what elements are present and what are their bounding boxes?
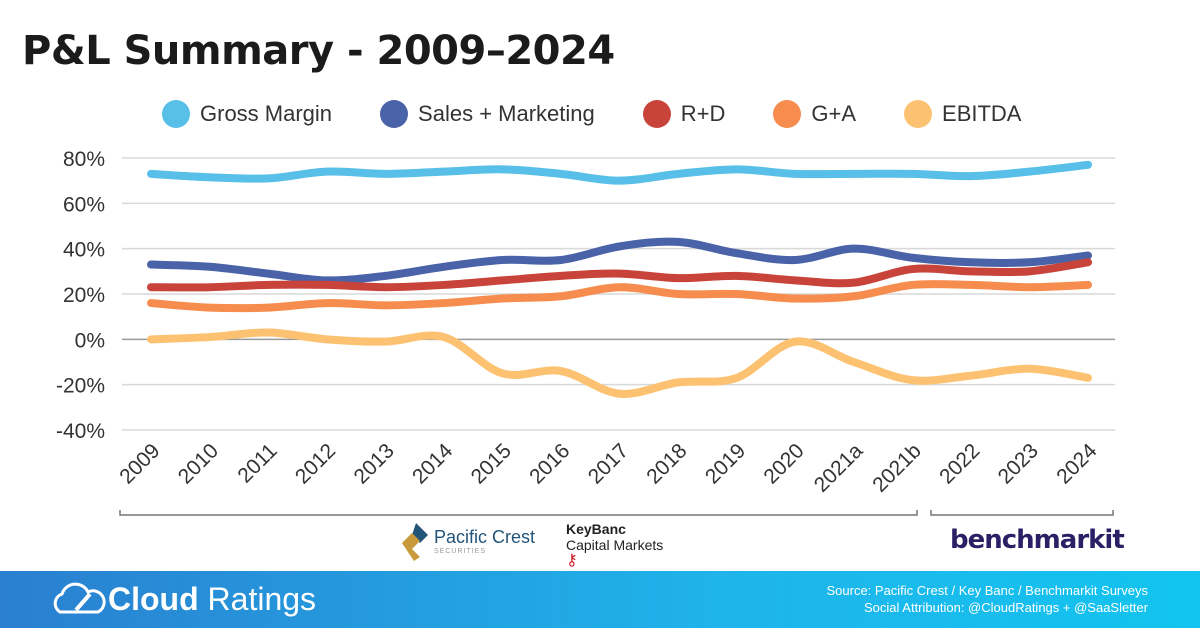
keybanc-logo: KeyBanc Capital Markets ⚷	[566, 521, 663, 569]
brand-light: Ratings	[207, 581, 317, 617]
y-tick-label: 80%	[63, 148, 105, 171]
keybanc-name: KeyBanc	[566, 521, 626, 537]
legend-label: G+A	[811, 101, 857, 126]
x-tick-label: 2022	[935, 439, 984, 488]
y-tick-label: 0%	[75, 329, 105, 352]
chart-title: P&L Summary - 2009–2024	[22, 28, 615, 74]
footer: Cloud Ratings Source: Pacific Crest / Ke…	[0, 571, 1200, 628]
x-tick-label: 2014	[408, 439, 458, 489]
legend-dot-icon	[904, 100, 933, 128]
legend-item: R+D	[642, 100, 726, 128]
y-tick-label: -20%	[56, 375, 105, 398]
y-tick-label: -40%	[56, 420, 105, 443]
benchmarkit-logo: benchmarkit	[950, 525, 1125, 555]
key-icon: ⚷	[566, 552, 578, 569]
y-tick-label: 60%	[63, 193, 105, 216]
x-tick-label: 2009	[115, 439, 164, 488]
x-tick-label: 2011	[233, 439, 281, 487]
pacific-crest-name: Pacific Crest	[434, 527, 536, 547]
legend-dot-icon	[642, 100, 671, 128]
y-tick-label: 20%	[63, 284, 105, 307]
series-line-g-a	[147, 280, 1092, 313]
legend-label: Sales + Marketing	[418, 101, 595, 126]
legend-dot-icon	[773, 100, 802, 128]
brand-bold: Cloud	[108, 581, 199, 617]
x-tick-label: 2024	[1052, 439, 1102, 489]
legend-item: Gross Margin	[162, 100, 332, 128]
legend-item: Sales + Marketing	[380, 100, 595, 128]
line-chart: 80%60%40%20%0%-20%-40%2009 2010 2011 2012 20…	[56, 148, 1115, 516]
pacific-crest-logo: Pacific Crest SECURITIES	[398, 521, 535, 561]
legend-label: EBITDA	[942, 101, 1022, 126]
cloud-gauge-icon	[53, 582, 106, 613]
legend: Gross Margin Sales + Marketing R+D G+A EBITD…	[162, 100, 1069, 128]
series-line-r-d	[147, 258, 1092, 292]
legend-dot-icon	[380, 100, 409, 128]
source-text: Source: Pacific Crest / Key Banc / Bench…	[826, 583, 1148, 598]
x-tick-label: 2013	[349, 439, 398, 488]
x-tick-label: 2012	[291, 439, 340, 488]
keybanc-sub: Capital Markets	[566, 537, 664, 553]
survey-bracket-benchmarkit	[930, 510, 1114, 516]
pacific-crest-icon	[402, 523, 428, 561]
pacific-crest-sub: SECURITIES	[434, 548, 487, 555]
x-tick-label: 2019	[701, 439, 750, 488]
x-tick-label: 2017	[584, 439, 633, 488]
series-line-sales-marketing	[147, 237, 1092, 285]
legend-label: R+D	[680, 101, 726, 126]
attribution-text: Social Attribution: @CloudRatings + @Saa…	[863, 600, 1148, 615]
x-tick-label: 2015	[467, 439, 516, 488]
x-tick-label: 2021b	[868, 439, 926, 497]
x-tick-label: 2023	[994, 439, 1043, 488]
x-tick-label: 2016	[525, 439, 574, 488]
survey-bracket-pacific-keybanc	[119, 510, 918, 516]
series-line-ebitda	[147, 328, 1092, 398]
x-tick-label: 2021a	[810, 439, 868, 497]
series-line-gross-margin	[147, 160, 1092, 185]
legend-item: G+A	[773, 100, 856, 128]
y-tick-label: 40%	[63, 239, 105, 262]
x-tick-label: 2010	[174, 439, 223, 488]
x-tick-label: 2018	[642, 439, 691, 488]
legend-item: EBITDA	[904, 100, 1021, 128]
x-tick-label: 2020	[759, 439, 808, 488]
legend-dot-icon	[162, 100, 190, 128]
legend-label: Gross Margin	[200, 101, 333, 126]
cloud-ratings-brand: Cloud Ratings	[48, 581, 316, 618]
